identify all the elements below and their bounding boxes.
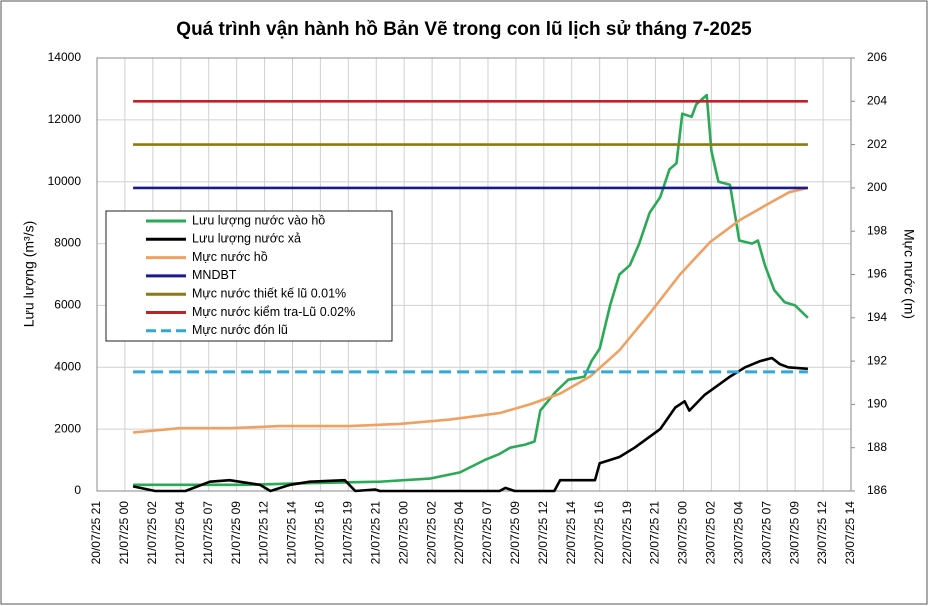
x-tick-label: 21/07/25 04 (173, 501, 187, 565)
x-tick-label: 21/07/25 12 (257, 501, 271, 565)
x-tick-label: 21/07/25 07 (201, 501, 215, 565)
x-tick-label: 22/07/25 09 (508, 501, 522, 565)
y-tick-label: 6000 (54, 298, 81, 312)
y-tick-label: 12000 (48, 112, 82, 126)
legend: Lưu lượng nước vào hồ Lưu lượng nước xả Mự… (105, 210, 393, 342)
x-tick-label: 22/07/25 02 (424, 501, 438, 565)
chart-title: Quá trình vận hành hồ Bản Vẽ trong con l… (176, 19, 752, 40)
x-tick-label: 23/07/25 14 (843, 501, 857, 565)
legend-label: Mực nước hồ (192, 250, 268, 264)
x-tick-label: 21/07/25 21 (368, 501, 382, 565)
y2-tick-label: 194 (867, 310, 887, 324)
x-tick-label: 22/07/25 21 (648, 501, 662, 565)
y2-tick-label: 186 (867, 483, 887, 497)
x-tick-label: 21/07/25 19 (341, 501, 355, 565)
x-tick-label: 22/07/25 16 (592, 501, 606, 565)
y-tick-label: 14000 (48, 50, 82, 64)
x-tick-label: 21/07/25 02 (145, 501, 159, 565)
x-tick-label: 23/07/25 12 (815, 501, 829, 565)
y2-tick-label: 202 (867, 137, 887, 151)
y-tick-label: 8000 (54, 236, 81, 250)
series-line (133, 93, 809, 487)
y2-tick-label: 190 (867, 397, 887, 411)
y2-axis-title: Mực nước (m) (901, 229, 917, 319)
x-tick-label: 22/07/25 07 (480, 501, 494, 565)
x-tick-label: 23/07/25 00 (676, 501, 690, 565)
x-tick-label: 21/07/25 09 (229, 501, 243, 565)
y-tick-label: 2000 (54, 421, 81, 435)
x-tick-label: 22/07/25 04 (452, 501, 466, 565)
x-tick-label: 22/07/25 19 (620, 501, 634, 565)
x-tick-label: 22/07/25 14 (564, 501, 578, 565)
y2-tick-label: 198 (867, 223, 887, 237)
x-tick-label: 22/07/25 12 (536, 501, 550, 565)
x-tick-label: 23/07/25 07 (759, 501, 773, 565)
y2-tick-label: 188 (867, 440, 887, 454)
legend-label: Lưu lượng nước xả (192, 232, 301, 246)
x-tick-label: 21/07/25 00 (117, 501, 131, 565)
y2-tick-label: 196 (867, 267, 887, 281)
x-tick-label: 20/07/25 21 (89, 501, 103, 565)
y-tick-label: 10000 (48, 174, 82, 188)
y2-tick-label: 206 (867, 50, 887, 64)
x-tick-label: 23/07/25 02 (704, 501, 718, 565)
legend-label: Lưu lượng nước vào hồ (192, 213, 325, 227)
series-line (132, 186, 809, 434)
x-tick-label: 22/07/25 00 (396, 501, 410, 565)
x-tick-label: 23/07/25 04 (731, 501, 745, 565)
y-tick-label: 0 (74, 483, 81, 497)
x-tick-label: 21/07/25 14 (285, 501, 299, 565)
y2-tick-label: 204 (867, 93, 887, 107)
legend-label: Mực nước đón lũ (192, 323, 288, 337)
x-tick-label: 23/07/25 09 (787, 501, 801, 565)
y-axis-title: Lưu lượng (m³/s) (21, 221, 37, 328)
y-tick-label: 4000 (54, 359, 81, 373)
legend-label: Mực nước thiết kế lũ 0.01% (192, 286, 346, 300)
x-tick-label: 21/07/25 16 (313, 501, 327, 565)
legend-label: Mực nước kiểm tra-Lũ 0.02% (192, 305, 355, 319)
legend-label: MNDBT (192, 268, 237, 282)
y2-tick-label: 192 (867, 353, 887, 367)
y2-tick-label: 200 (867, 180, 887, 194)
